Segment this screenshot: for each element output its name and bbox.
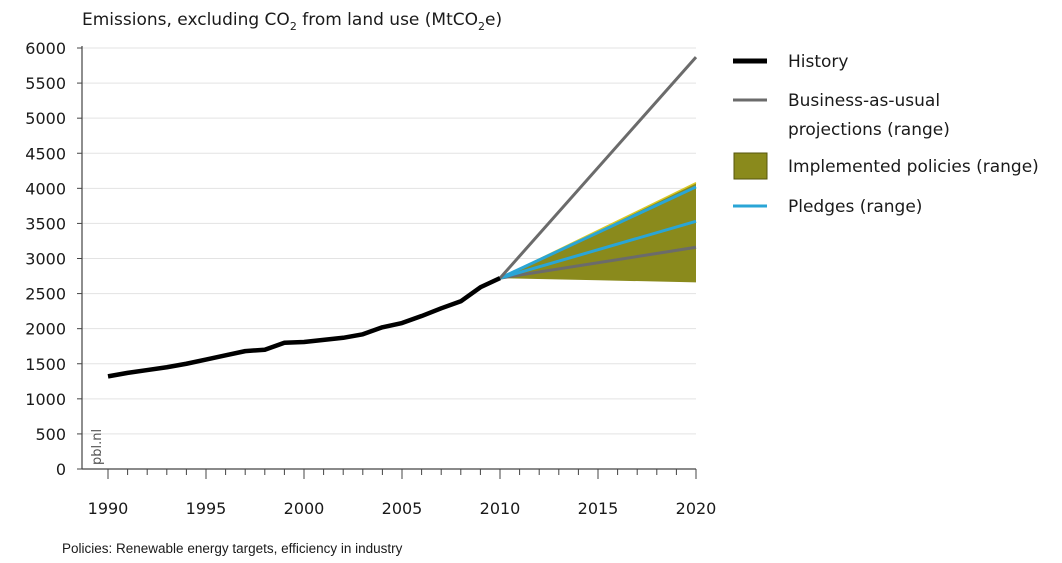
legend-label: Business-as-usual (788, 91, 940, 111)
x-tick-label: 2005 (382, 499, 423, 518)
x-tick-label: 2015 (578, 499, 619, 518)
y-tick-label: 500 (35, 425, 66, 444)
footnote: Policies: Renewable energy targets, effi… (62, 541, 403, 556)
bau-line (498, 56, 698, 280)
history-line (107, 276, 501, 379)
legend-label: projections (range) (788, 120, 950, 140)
x-tick-label: 2020 (676, 499, 717, 518)
legend-label: Pledges (range) (788, 197, 922, 217)
y-tick-label: 0 (56, 460, 66, 479)
legend: History Business-as-usual projections (ran… (733, 52, 1039, 217)
legend-label: Implemented policies (range) (788, 157, 1039, 177)
policy-range-midline (499, 245, 697, 280)
y-tick-label: 3500 (25, 214, 66, 233)
x-tick-label: 1995 (186, 499, 227, 518)
x-tick-labels: 1990 1995 2000 2005 2010 2015 2020 (88, 499, 717, 518)
y-tick-label: 4000 (25, 179, 66, 198)
axes (77, 46, 697, 479)
y-tick-label: 5000 (25, 109, 66, 128)
pledges-line (499, 185, 697, 280)
y-tick-label: 4500 (25, 144, 66, 163)
x-tick-label: 2010 (480, 499, 521, 518)
y-tick-label: 5500 (25, 74, 66, 93)
y-tick-label: 2500 (25, 285, 66, 304)
y-tick-label: 2000 (25, 320, 66, 339)
y-tick-label: 6000 (25, 39, 66, 58)
y-tick-label: 1500 (25, 355, 66, 374)
x-tick-label: 1990 (88, 499, 129, 518)
chart-title: Emissions, excluding CO2 from land use (… (82, 10, 502, 33)
series (107, 56, 698, 379)
pledges-line (499, 219, 697, 280)
x-tick-label: 2000 (284, 499, 325, 518)
source-label: pbl.nl (90, 429, 105, 465)
y-tick-label: 1000 (25, 390, 66, 409)
legend-label: History (788, 52, 848, 72)
y-tick-labels: 0 500 1000 1500 2000 2500 3000 3500 4000 4500 5000… (25, 39, 66, 479)
legend-policies-swatch (733, 152, 768, 180)
y-tick-label: 3000 (25, 250, 66, 269)
